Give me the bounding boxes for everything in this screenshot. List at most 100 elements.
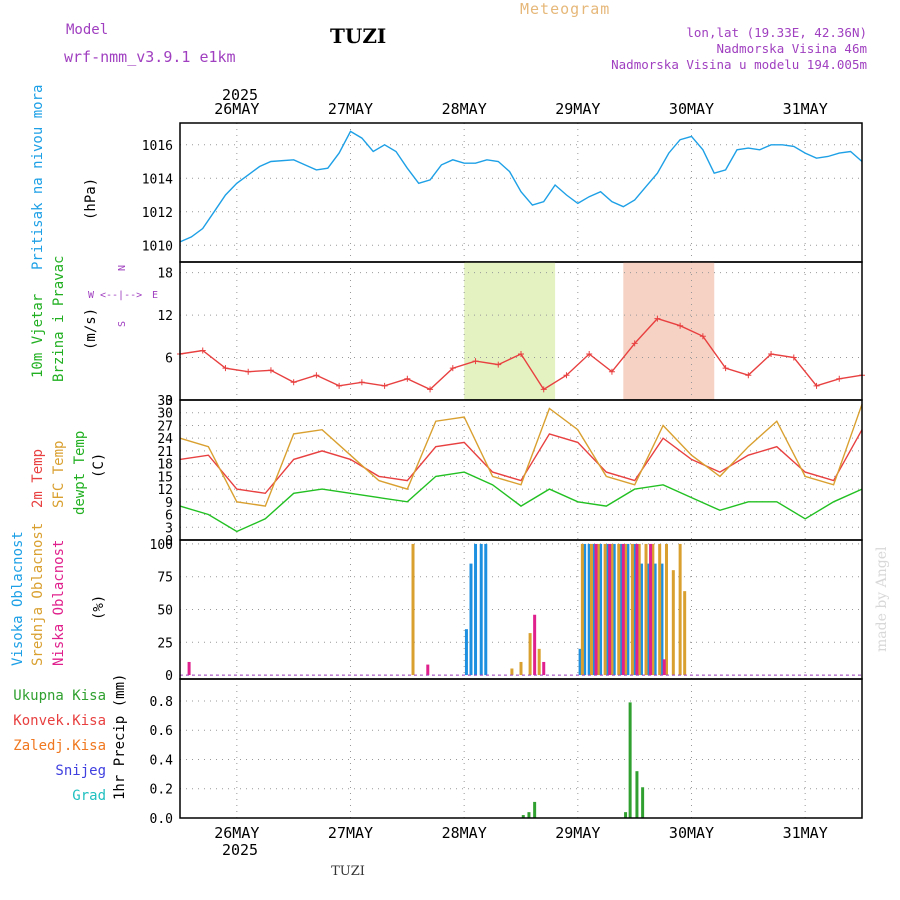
wind-point [495, 361, 502, 368]
clouds-bar [671, 570, 675, 676]
clouds-bar [658, 543, 662, 676]
wind-point [472, 358, 479, 365]
precipitation-bar [635, 771, 639, 818]
wind-ytick: 0 [165, 394, 173, 409]
clouds-bar [537, 648, 541, 676]
temp-unit: (C) [91, 453, 107, 478]
wind-ylabel-1: 10m Vjetar [30, 294, 46, 378]
pressure-ytick: 1014 [142, 172, 173, 187]
wind-point [677, 322, 684, 329]
temperature-ytick: 6 [165, 509, 173, 524]
clouds-bar [649, 543, 653, 676]
top-date-labels: 26MAY 27MAY 28MAY 29MAY 30MAY 31MAY [214, 100, 827, 118]
pressure-ylabel: Pritisak na nivou mora [30, 85, 46, 270]
precipitation-ytick: 0.2 [150, 783, 173, 798]
bottom-date-26MAY: 26MAY [214, 824, 259, 842]
bottom-date-30MAY: 30MAY [669, 824, 714, 842]
temperature-ytick: 9 [165, 496, 173, 511]
clouds-ytick: 100 [150, 538, 173, 553]
temperature-ytick: 0 [165, 534, 173, 549]
wind-ytick: 12 [157, 309, 173, 324]
precipitation-bar [641, 787, 645, 818]
temp-label-2m: 2m Temp [30, 449, 46, 508]
wind-point [563, 372, 570, 379]
top-date-28MAY: 28MAY [442, 100, 487, 118]
precip-label-ice: Zaledj.Kisa [13, 738, 106, 754]
clouds-bar [612, 543, 616, 676]
clouds-bar [644, 543, 648, 676]
clouds-bar [651, 543, 655, 676]
precipitation-bar [527, 812, 531, 818]
clouds-bar [637, 543, 641, 676]
wind-point [813, 382, 820, 389]
temp-label-dewpt: dewpt Temp [72, 431, 88, 515]
cloud-label-low: Niska Oblacnost [51, 540, 67, 666]
pressure-panel: 1010 1012 1014 1016 [142, 122, 863, 263]
cloud-unit: (%) [91, 595, 107, 620]
compass-w: W [88, 290, 95, 301]
precipitation-ytick: 0.6 [150, 724, 173, 739]
clouds-bar [635, 543, 639, 676]
temperature-series-1 [179, 403, 863, 507]
clouds-bar [583, 543, 587, 676]
precip-label-grad: Grad [72, 788, 106, 804]
temperature-ytick: 3 [165, 521, 173, 536]
bottom-date-27MAY: 27MAY [328, 824, 373, 842]
precipitation-bar [628, 702, 632, 818]
wind-point [768, 351, 775, 357]
elevation-text: Nadmorska Visina 46m [716, 41, 867, 56]
wind-point [540, 386, 547, 393]
clouds-bar [678, 543, 682, 676]
temperature-ytick: 18 [157, 458, 173, 473]
precipitation-panel: 0.0 0.2 0.4 0.6 0.8 [150, 678, 863, 827]
pressure-ytick: 1012 [142, 206, 173, 221]
wind-point [699, 333, 706, 340]
clouds-bar [683, 591, 687, 676]
wind-point [427, 386, 434, 393]
temperature-series-0 [179, 429, 863, 495]
model-name: wrf-nmm_v3.9.1 e1km [64, 48, 236, 66]
temperature-ytick: 24 [157, 432, 173, 447]
model-label: Model [66, 22, 108, 38]
clouds-bar [660, 563, 664, 676]
clouds-ytick: 25 [157, 636, 173, 651]
temperature-ytick: 15 [157, 470, 173, 485]
bottom-date-29MAY: 29MAY [555, 824, 600, 842]
wind-point [790, 354, 797, 361]
precip-label-conv: Konvek.Kisa [13, 713, 106, 729]
wind-point [404, 375, 411, 382]
model-elevation-text: Nadmorska Visina u modelu 194.005m [611, 57, 867, 72]
clouds-bar [578, 648, 582, 676]
clouds-bar [608, 543, 612, 676]
pressure-series-0 [179, 130, 863, 243]
wind-point [290, 379, 297, 386]
wind-point [654, 315, 661, 322]
clouds-bar [599, 543, 603, 676]
clouds-bar [630, 543, 634, 676]
pressure-ytick: 1010 [142, 239, 173, 254]
credit-text: made by Angel [874, 546, 890, 652]
clouds-bar [603, 543, 607, 676]
meteogram-label: Meteogram [520, 0, 610, 18]
clouds-bar [610, 543, 614, 676]
temperature-ytick: 21 [157, 445, 173, 460]
top-date-29MAY: 29MAY [555, 100, 600, 118]
wind-ytick: 6 [165, 352, 173, 367]
compass-e: E [152, 290, 158, 301]
clouds-bar [587, 543, 591, 676]
compass-arrows: <--|--> [100, 290, 142, 301]
clouds-bar [626, 543, 630, 676]
precipitation-ytick: 0.0 [150, 812, 173, 827]
clouds-panel: 0 25 50 75 100 [150, 538, 863, 684]
clouds-bar [484, 543, 488, 676]
bottom-date-31MAY: 31MAY [783, 824, 828, 842]
clouds-ytick: 50 [157, 604, 173, 619]
bottom-date-28MAY: 28MAY [442, 824, 487, 842]
precipitation-frame [179, 678, 863, 819]
top-date-30MAY: 30MAY [669, 100, 714, 118]
clouds-bar [187, 661, 191, 676]
year-bottom: 2025 [222, 841, 258, 859]
wind-point [222, 365, 229, 372]
